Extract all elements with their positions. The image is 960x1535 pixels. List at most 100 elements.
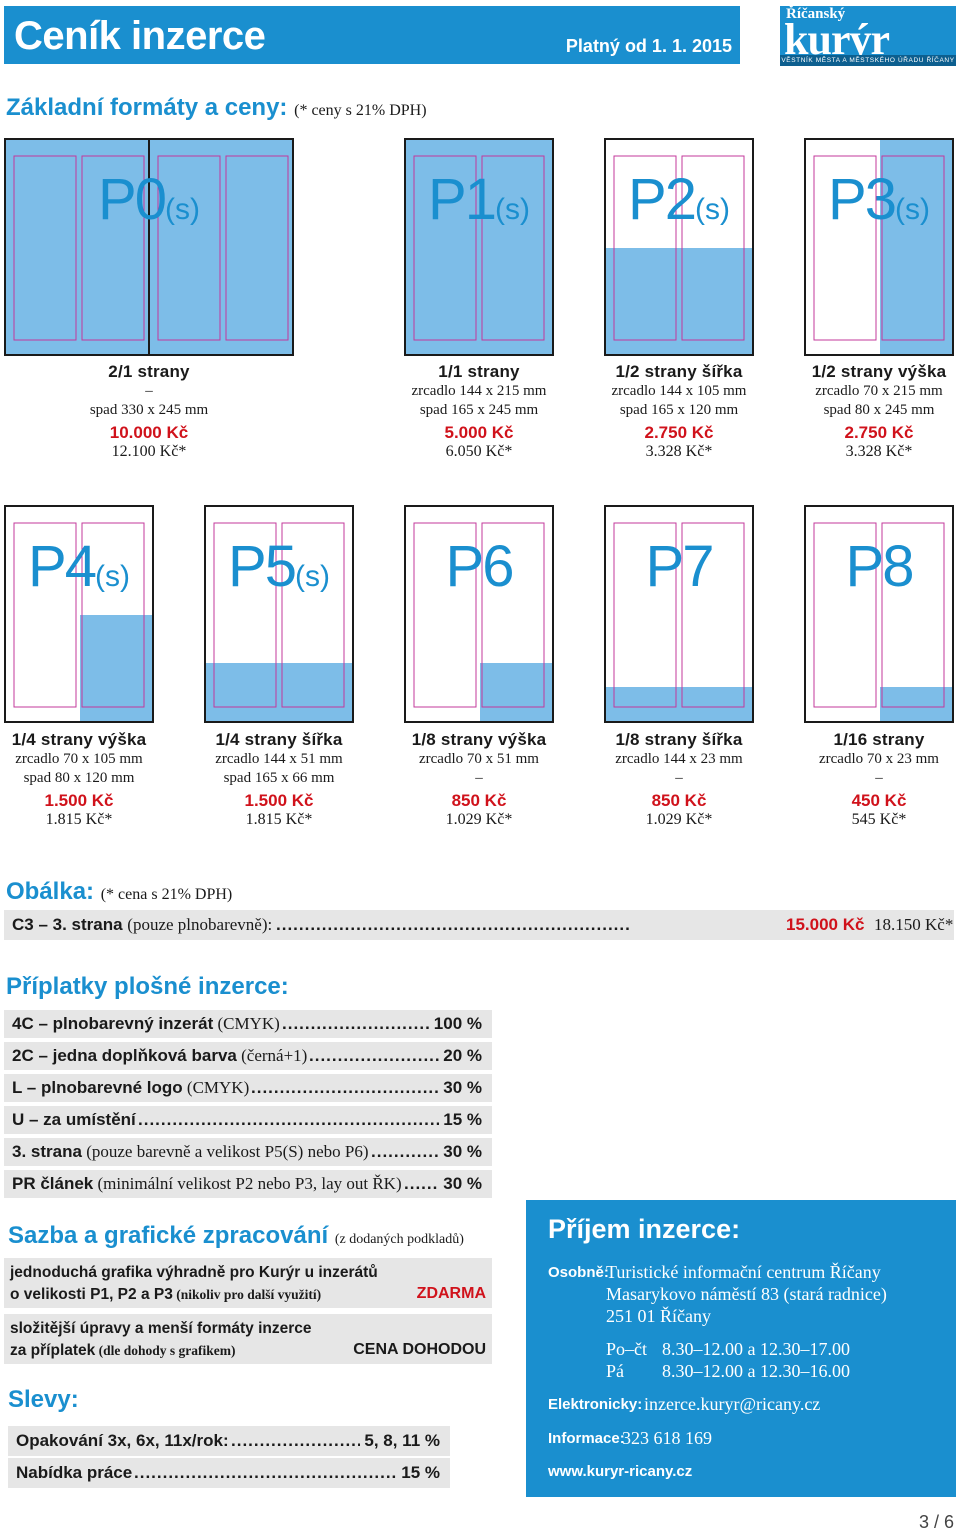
- design-heading: Sazba a grafické zpracování (z dodaných …: [8, 1222, 464, 1250]
- page-number: 3 / 6: [918, 1512, 954, 1532]
- contact-hours-2: 8.30–12.00 a 12.30–16.00: [662, 1361, 850, 1381]
- format-vat: 1.029 Kč*: [645, 811, 713, 828]
- surcharge-dots: ........................................…: [251, 1078, 439, 1097]
- column-guide: [157, 155, 221, 341]
- surcharge-label: U – za umístění: [12, 1110, 136, 1129]
- format-info-p3: 1/2 strany výška zrcadlo 70 x 215 mm spad …: [779, 362, 960, 461]
- discount-row: Nabídka práce...........................…: [8, 1458, 450, 1488]
- surcharge-row: 3. strana (pouze barevně a velikost P5(S…: [4, 1138, 492, 1166]
- contact-phone-label: Informace:: [548, 1430, 625, 1447]
- format-box-p5: P5(s): [204, 505, 354, 723]
- format-name: 2/1 strany: [108, 362, 190, 381]
- surcharge-dots: ........................................…: [371, 1142, 439, 1161]
- column-guide: [281, 522, 345, 708]
- surcharge-value: 15 %: [443, 1110, 482, 1129]
- contact-phone[interactable]: 323 618 169: [622, 1428, 712, 1448]
- surcharge-label: 4C – plnobarevný inzerát (CMYK): [12, 1014, 280, 1033]
- format-l1: zrcadlo 70 x 23 mm: [819, 751, 939, 767]
- format-l1: zrcadlo 70 x 51 mm: [419, 751, 539, 767]
- format-diagram-p8: [813, 522, 952, 721]
- column-guide: [613, 522, 677, 708]
- format-vat: 6.050 Kč*: [445, 443, 513, 460]
- format-name: 1/4 strany výška: [11, 730, 147, 749]
- design-title: Sazba a grafické zpracování: [8, 1222, 329, 1249]
- kuryr-logo: Říčanský kurýr VĚSTNÍK MĚSTA A MĚSTSKÉHO…: [780, 6, 956, 66]
- format-fill-area: [606, 687, 752, 721]
- format-l1: –: [145, 383, 153, 399]
- design-row-simple-line1: jednoduchá grafika výhradně pro Kurýr u …: [10, 1264, 378, 1281]
- surcharge-label: PR článek (minimální velikost P2 nebo P3…: [12, 1174, 402, 1193]
- format-info-p7: 1/8 strany šířka zrcadlo 144 x 23 mm – 850 …: [579, 730, 779, 829]
- column-guide: [681, 155, 745, 341]
- contact-box: Příjem inzerce: Osobně: Turistické infor…: [526, 1200, 956, 1497]
- format-box-p1: P1(s): [404, 138, 554, 356]
- design-row-simple: jednoduchá grafika výhradně pro Kurýr u …: [4, 1258, 492, 1308]
- cover-row-label: C3 – 3. strana (pouze plnobarevně):: [12, 915, 273, 934]
- format-code-p4: P4(s): [28, 534, 130, 599]
- format-l2: –: [475, 770, 483, 786]
- format-price: 10.000 Kč: [109, 423, 189, 442]
- cover-price: 15.000 Kč: [786, 915, 865, 934]
- format-vat: 1.815 Kč*: [45, 811, 113, 828]
- surcharge-dots: ........................................…: [404, 1174, 439, 1193]
- basic-formats-title: Základní formáty a ceny:: [6, 94, 288, 121]
- format-box-p6: P6: [404, 505, 554, 723]
- surcharge-value: 30 %: [443, 1142, 482, 1161]
- format-diagram-p6: [413, 522, 552, 721]
- format-box-p0: P0(s): [4, 138, 294, 356]
- contact-personal-label: Osobně:: [548, 1264, 609, 1281]
- format-diagram-p4: [13, 522, 152, 721]
- design-row-complex-line1: složitější úpravy a menší formáty inzerc…: [10, 1320, 312, 1337]
- surcharges-heading: Příplatky plošné inzerce:: [6, 973, 289, 1000]
- format-l2: spad 165 x 66 mm: [223, 770, 335, 786]
- surcharge-value: 100 %: [433, 1014, 482, 1033]
- surcharge-dots: ........................................…: [282, 1014, 430, 1033]
- column-guide: [813, 522, 877, 708]
- format-code-p3: P3(s): [828, 167, 930, 232]
- discount-label: Nabídka práce: [16, 1463, 133, 1482]
- format-code-p0: P0(s): [98, 167, 200, 232]
- format-name: 1/2 strany šířka: [615, 362, 743, 381]
- column-guide: [413, 155, 477, 341]
- column-guide: [225, 155, 289, 341]
- column-guide: [813, 155, 877, 341]
- format-l1: zrcadlo 144 x 51 mm: [215, 751, 343, 767]
- contact-website[interactable]: www.kuryr-ricany.cz: [548, 1463, 693, 1480]
- contact-hours-1: 8.30–12.00 a 12.30–17.00: [662, 1339, 850, 1359]
- contact-address-2: Masarykovo náměstí 83 (stará radnice): [606, 1284, 887, 1304]
- format-price: 1.500 Kč: [44, 791, 114, 810]
- format-code-p6: P6: [445, 534, 515, 599]
- surcharge-dots: ........................................…: [138, 1110, 439, 1129]
- format-vat: 3.328 Kč*: [845, 443, 913, 460]
- contact-title: Příjem inzerce:: [548, 1214, 741, 1244]
- column-guide: [213, 522, 277, 708]
- discount-dots: ........................................…: [134, 1463, 397, 1482]
- format-name: 1/16 strany: [833, 730, 925, 749]
- cover-row: C3 – 3. strana (pouze plnobarevně): ....…: [4, 910, 954, 940]
- header-bar: Ceník inzerce Platný od 1. 1. 2015: [4, 6, 740, 64]
- discount-value: 15 %: [401, 1463, 440, 1482]
- column-guide: [881, 522, 945, 708]
- format-fill-area: [206, 663, 352, 721]
- surcharge-label: 2C – jedna doplňková barva (černá+1): [12, 1046, 308, 1065]
- discount-label: Opakování 3x, 6x, 11x/rok:: [16, 1431, 229, 1450]
- format-info-p6: 1/8 strany výška zrcadlo 70 x 51 mm – 850 K…: [379, 730, 579, 829]
- format-price: 850 Kč: [651, 791, 707, 810]
- basic-formats-note: (* ceny s 21% DPH): [294, 102, 427, 119]
- surcharge-value: 20 %: [443, 1046, 482, 1065]
- column-guide: [81, 155, 145, 341]
- format-fill-area: [880, 687, 952, 721]
- logo-subtitle: VĚSTNÍK MĚSTA A MĚSTSKÉHO ÚŘADU ŘÍČANY: [780, 55, 956, 66]
- format-l1: zrcadlo 144 x 23 mm: [615, 751, 743, 767]
- contact-email[interactable]: inzerce.kuryr@ricany.cz: [644, 1394, 821, 1414]
- contact-hours-day-2: Pá: [606, 1361, 624, 1381]
- format-vat: 545 Kč*: [851, 811, 907, 828]
- format-info-p0: 2/1 strany – spad 330 x 245 mm 10.000 Kč 12.…: [49, 362, 249, 461]
- surcharge-label: 3. strana (pouze barevně a velikost P5(S…: [12, 1142, 369, 1161]
- format-l2: spad 80 x 120 mm: [23, 770, 135, 786]
- column-guide: [881, 155, 945, 341]
- format-diagram-p3: [813, 140, 952, 354]
- format-diagram-p7: [606, 522, 752, 721]
- format-info-p1: 1/1 strany zrcadlo 144 x 215 mm spad 165 x…: [379, 362, 579, 461]
- format-name: 1/8 strany šířka: [615, 730, 743, 749]
